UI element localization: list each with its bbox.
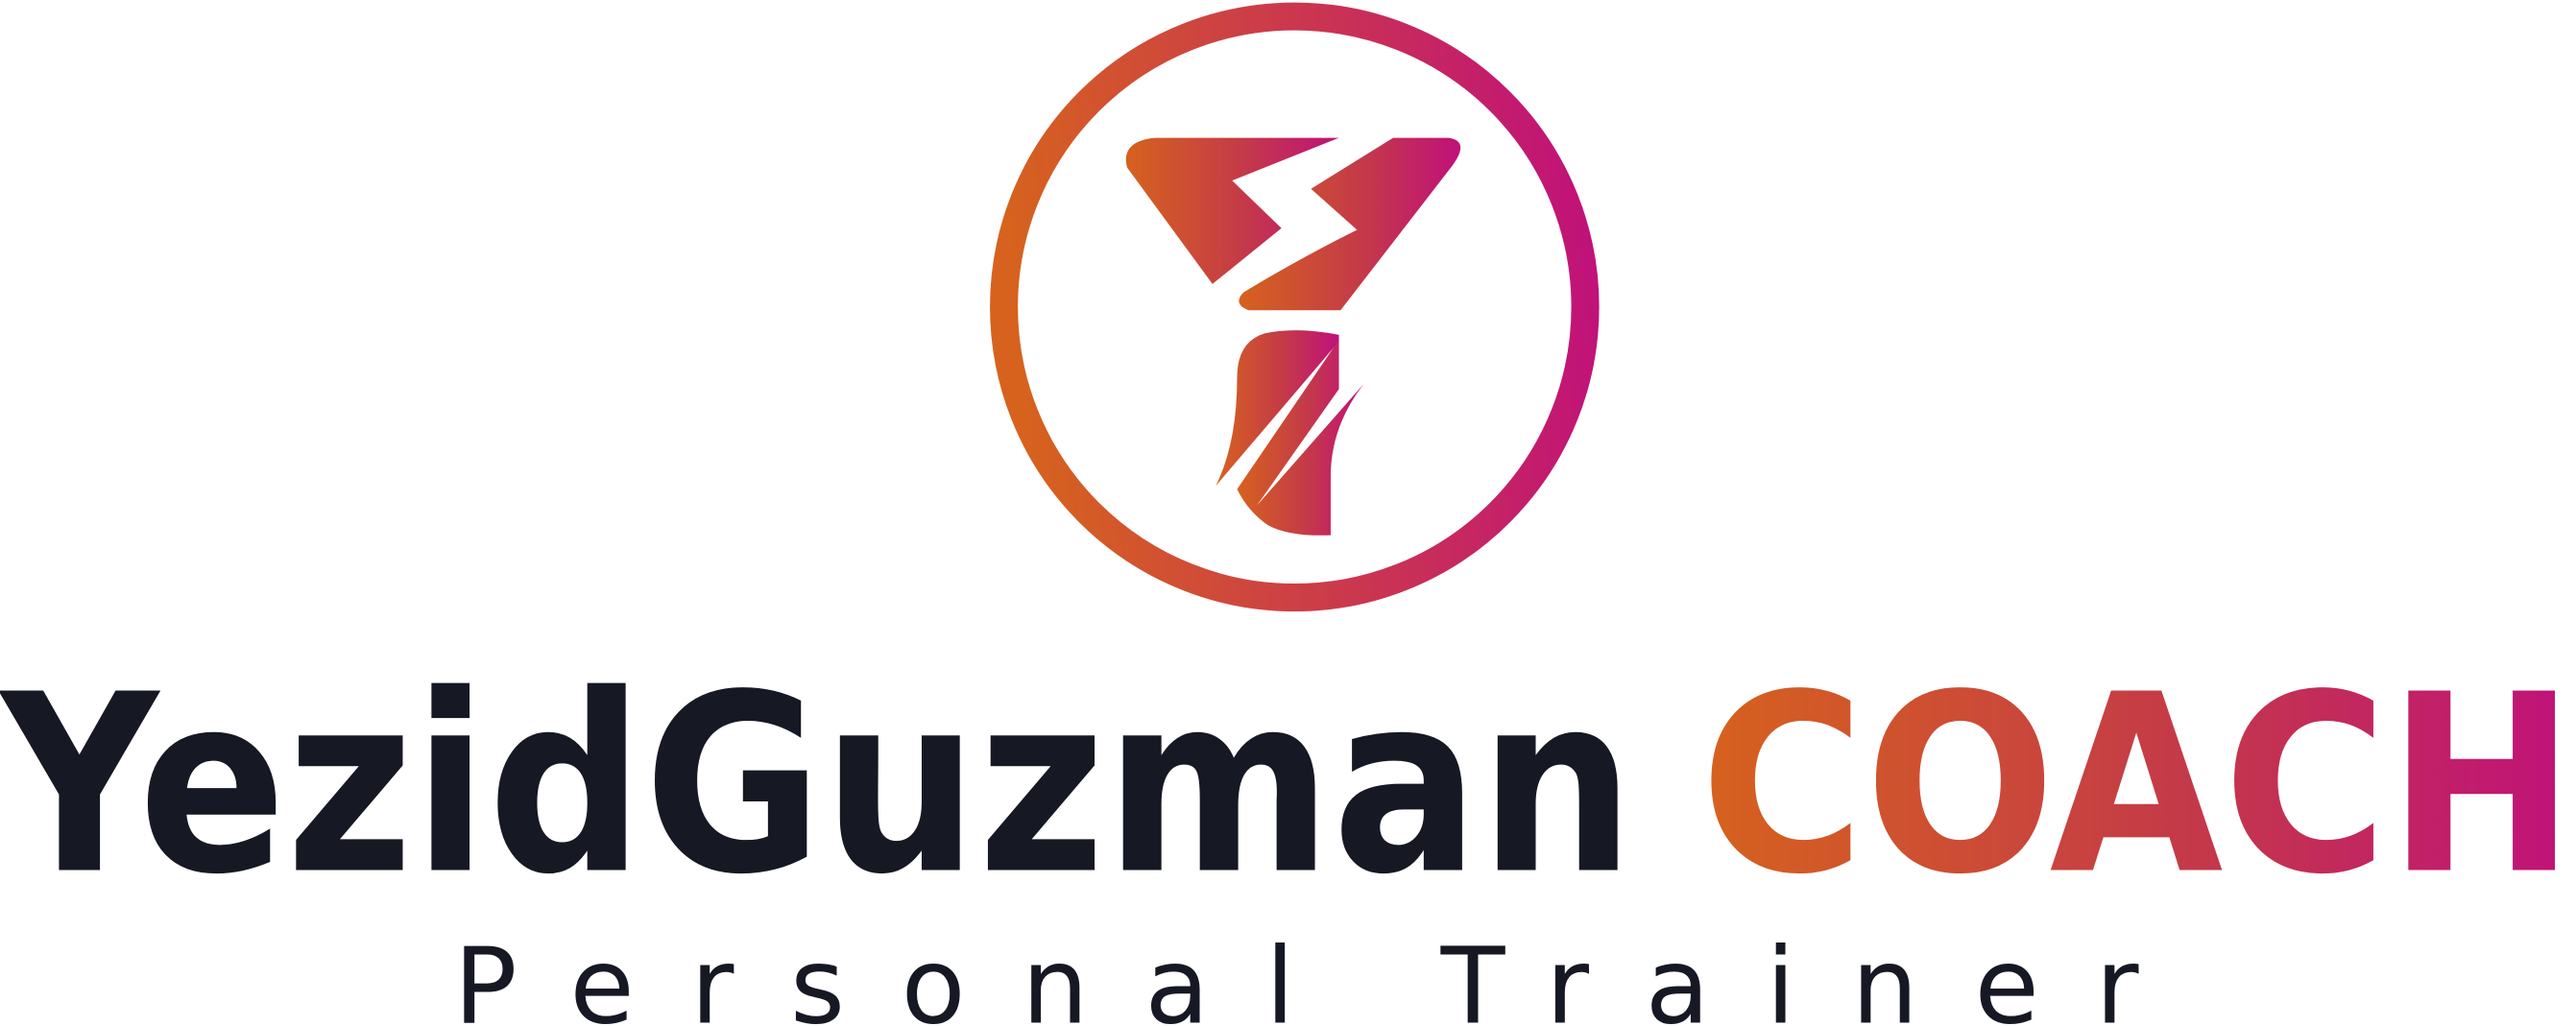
- emblem-ring: [990, 2, 1600, 612]
- brand-name: YezidGuzman: [0, 642, 1634, 929]
- emblem-icon: [1125, 137, 1461, 536]
- brand-subtitle: Personal Trainer: [454, 925, 2139, 1026]
- brand-tagline: COACH: [1700, 642, 2576, 929]
